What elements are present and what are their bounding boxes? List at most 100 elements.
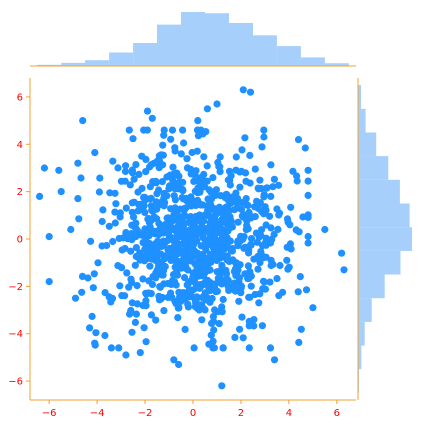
scatter-point [218,243,226,251]
scatter-point [295,338,303,346]
scatter-point [160,307,168,315]
x-histogram-bar [133,43,158,66]
scatter-point [173,230,182,238]
scatter-point [276,261,284,270]
scatter-point [183,155,191,163]
y-histogram-bar [358,345,362,370]
scatter-point [160,189,168,198]
scatter-point [273,275,281,283]
scatter-point [152,316,160,324]
x-histogram-bar [181,12,205,66]
scatter-point [143,126,151,134]
scatter-point [283,243,291,251]
scatter-point [243,201,251,209]
scatter-point [217,192,225,200]
x-axis-ticks: −6 −4 −2 0 2 4 6 [42,400,340,419]
scatter-point [196,226,204,234]
scatter-point [167,256,175,264]
scatter-point [206,230,214,239]
scatter-point [142,168,150,176]
scatter-point [187,225,195,233]
y-histogram-bar [358,156,389,180]
scatter-point [296,273,304,281]
scatter-point [128,208,136,216]
scatter-point [128,236,136,244]
scatter-point [111,219,119,227]
scatter-point [55,166,63,174]
x-histogram-bar [229,23,253,66]
scatter-point [161,239,169,247]
scatter-point [126,181,134,189]
scatter-point [198,261,206,269]
scatter-point [184,300,192,308]
scatter-point [258,226,266,234]
scatter-point [114,164,122,172]
scatter-point [192,267,200,276]
scatter-point [175,360,183,369]
scatter-point [142,297,150,305]
scatter-point [287,203,295,211]
x-tick-label: 6 [334,408,340,419]
scatter-point [79,117,87,125]
scatter-point [235,278,243,286]
scatter-point [255,185,263,193]
scatter-point [245,317,253,325]
scatter-point [247,282,255,290]
scatter-point [132,219,140,227]
scatter-point [175,172,183,180]
scatter-point [192,173,200,181]
scatter-point [109,157,117,165]
scatter-point [273,205,281,213]
scatter-point [155,186,163,194]
scatter-point [116,213,124,221]
scatter-point [211,280,219,288]
scatter-point [94,259,102,267]
scatter-point [201,183,209,191]
scatter-point [232,153,240,161]
scatter-point [240,244,248,252]
scatter-point [143,107,152,115]
scatter-point [193,126,202,134]
scatter-point [241,134,249,142]
y-tick-label: 2 [17,187,23,198]
scatter-point [187,254,195,262]
scatter-point [230,285,238,293]
scatter-point [147,194,155,202]
scatter-point [208,188,216,196]
scatter-point [227,216,235,224]
scatter-point [226,176,234,184]
scatter-point [214,158,222,167]
scatter-point [91,339,99,347]
scatter-point [301,144,309,152]
scatter-point [165,185,173,193]
scatter-point [216,153,224,161]
scatter-point [214,274,222,282]
scatter-point [128,169,137,177]
scatter-point [236,284,244,292]
scatter-point [309,304,317,312]
scatter-point [253,238,261,246]
scatter-point [245,344,253,352]
y-tick-label: −4 [8,329,23,340]
scatter-point [238,313,246,321]
scatter-point [178,257,186,265]
scatter-point [122,204,130,212]
scatter-point [178,290,186,298]
scatter-point [211,234,219,242]
scatter-point [270,175,278,183]
x-histogram-bar [109,52,134,66]
x-marginal-histogram [30,12,356,67]
scatter-point [283,215,292,223]
scatter-point [198,301,206,309]
scatter-point [211,306,219,314]
y-axis-ticks: −6 −4 −2 0 2 4 6 [8,92,30,388]
scatter-point [126,310,134,318]
scatter-point [187,246,195,254]
scatter-point [218,235,226,243]
scatter-point [293,172,301,180]
scatter-point [175,179,183,187]
scatter-point [164,279,172,288]
scatter-point [121,177,129,185]
scatter-point [179,126,187,134]
scatter-point [123,269,131,277]
